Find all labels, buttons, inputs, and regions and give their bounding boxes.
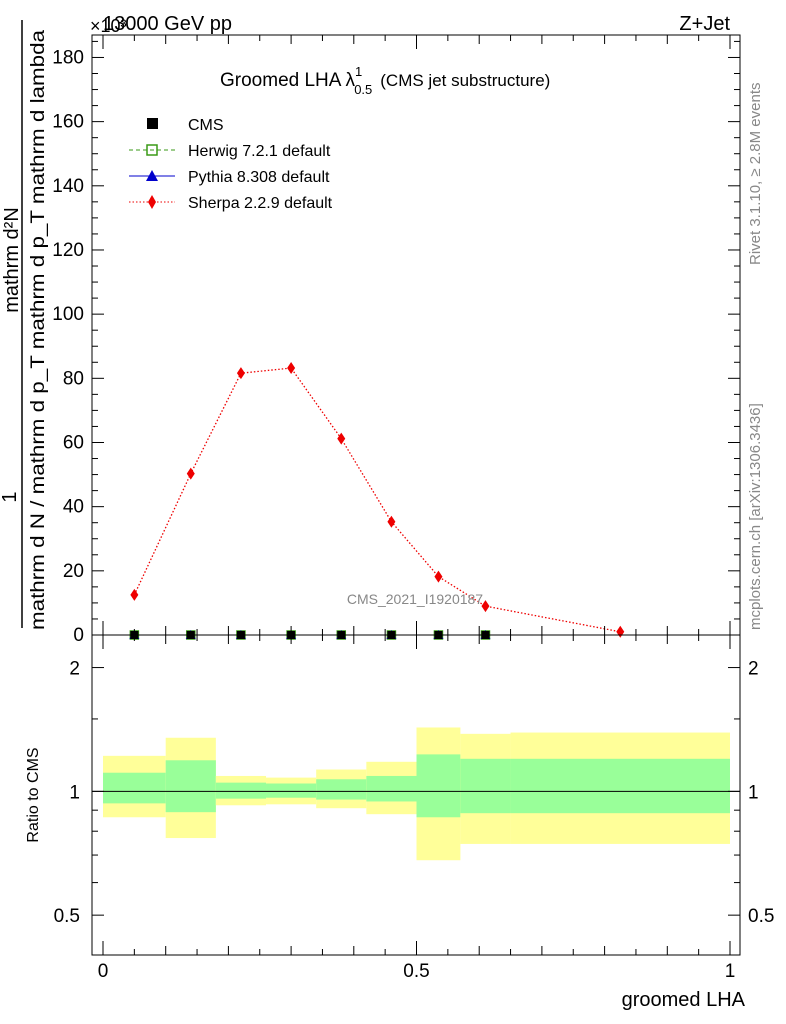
sherpa-point-6: [434, 570, 443, 583]
sherpa-point-3: [287, 362, 296, 375]
ratio-ytick-label-right-1: 1: [748, 782, 759, 803]
ratio-band-inner-4: [316, 779, 367, 800]
sherpa-point-5: [387, 515, 396, 528]
sherpa-point-4: [337, 432, 346, 445]
legend-cms-marker: [147, 118, 158, 129]
ratio-ytick-label-right-2: 2: [748, 659, 759, 680]
sherpa-point-0: [130, 588, 139, 601]
rivet-label: Rivet 3.1.10, ≥ 2.8M events: [747, 83, 764, 266]
x-axis-ticks: 0 0.5 1: [98, 35, 736, 982]
legend: CMS Herwig 7.2.1 default Pythia 8.308 de…: [129, 117, 333, 212]
sherpa-point-7: [481, 600, 490, 613]
title-suffix: (CMS jet substructure): [380, 71, 550, 90]
title-main: Groomed LHA: [220, 70, 342, 91]
y-multiplier: ×10³: [90, 16, 127, 36]
ratio-ytick-label-left-0: 0.5: [54, 906, 80, 927]
header-process: Z+Jet: [679, 13, 730, 35]
y-label-one: 1: [0, 491, 21, 502]
ratio-ytick-label-right-0: 0.5: [748, 906, 774, 927]
legend-pythia-label: Pythia 8.308 default: [188, 169, 330, 186]
main-ytick-label-1: 20: [63, 561, 84, 582]
xtick-label-2: 1: [725, 961, 736, 982]
ratio-band-inner-2: [215, 782, 267, 799]
legend-herwig-label: Herwig 7.2.1 default: [188, 143, 331, 160]
main-ytick-label-7: 140: [52, 176, 84, 197]
legend-sherpa-marker: [148, 195, 156, 209]
y-label-denominator: mathrm d N / mathrm d p_T mathrm d p_T m…: [28, 30, 49, 630]
main-ytick-label-5: 100: [52, 304, 84, 325]
ratio-band-inner-8: [510, 758, 730, 814]
title-lambda: λ: [345, 70, 355, 91]
title-sup: 1: [355, 64, 362, 79]
analysis-watermark: CMS_2021_I1920187: [347, 591, 483, 607]
ratio-band-inner-7: [460, 758, 511, 814]
main-ytick-label-4: 80: [63, 368, 84, 389]
main-ytick-label-8: 160: [52, 112, 84, 133]
title-sub: 0.5: [354, 82, 372, 97]
main-ytick-label-3: 60: [63, 432, 84, 453]
sherpa-point-2: [236, 367, 245, 380]
xtick-label-0: 0: [98, 961, 109, 982]
ratio-y-label: Ratio to CMS: [25, 747, 42, 842]
legend-herwig-marker: [146, 144, 158, 156]
series-sherpa-line: [133, 367, 621, 633]
ratio-bands: [103, 727, 730, 861]
main-ytick-label-0: 0: [73, 625, 84, 646]
sherpa-point-8: [616, 625, 625, 638]
sherpa-point-1: [186, 467, 195, 480]
legend-pythia-marker: [146, 170, 158, 181]
x-axis-label: groomed LHA: [622, 989, 746, 1011]
main-axis-ticks: 0 20 40 60 80 100 120 140 160 180: [52, 40, 740, 646]
y-label-top: mathrm d²N: [1, 207, 23, 313]
ratio-band-inner-1: [165, 760, 216, 813]
ratio-band-inner-5: [366, 775, 417, 802]
legend-sherpa-label: Sherpa 2.2.9 default: [188, 195, 333, 212]
ratio-band-inner-3: [266, 783, 317, 798]
ratio-ytick-label-left-1: 1: [69, 782, 80, 803]
ratio-band-inner-0: [103, 772, 166, 804]
header-energy: 13000 GeV pp: [103, 13, 232, 35]
main-ytick-label-2: 40: [63, 497, 84, 518]
mcplots-label: mcplots.cern.ch [arXiv:1306.3436]: [747, 403, 764, 630]
plot-title: Groomed LHA λ1 0.5 (CMS jet substructure): [220, 64, 550, 97]
ratio-ytick-label-left-2: 2: [69, 659, 80, 680]
main-ytick-label-6: 120: [52, 240, 84, 261]
xtick-label-1: 0.5: [403, 961, 429, 982]
main-ytick-label-9: 180: [52, 47, 84, 68]
ratio-band-inner-6: [416, 754, 461, 818]
ratio-axis-ticks: 0.5 0.5 1 1 2 2: [54, 659, 775, 928]
legend-cms-label: CMS: [188, 117, 224, 134]
